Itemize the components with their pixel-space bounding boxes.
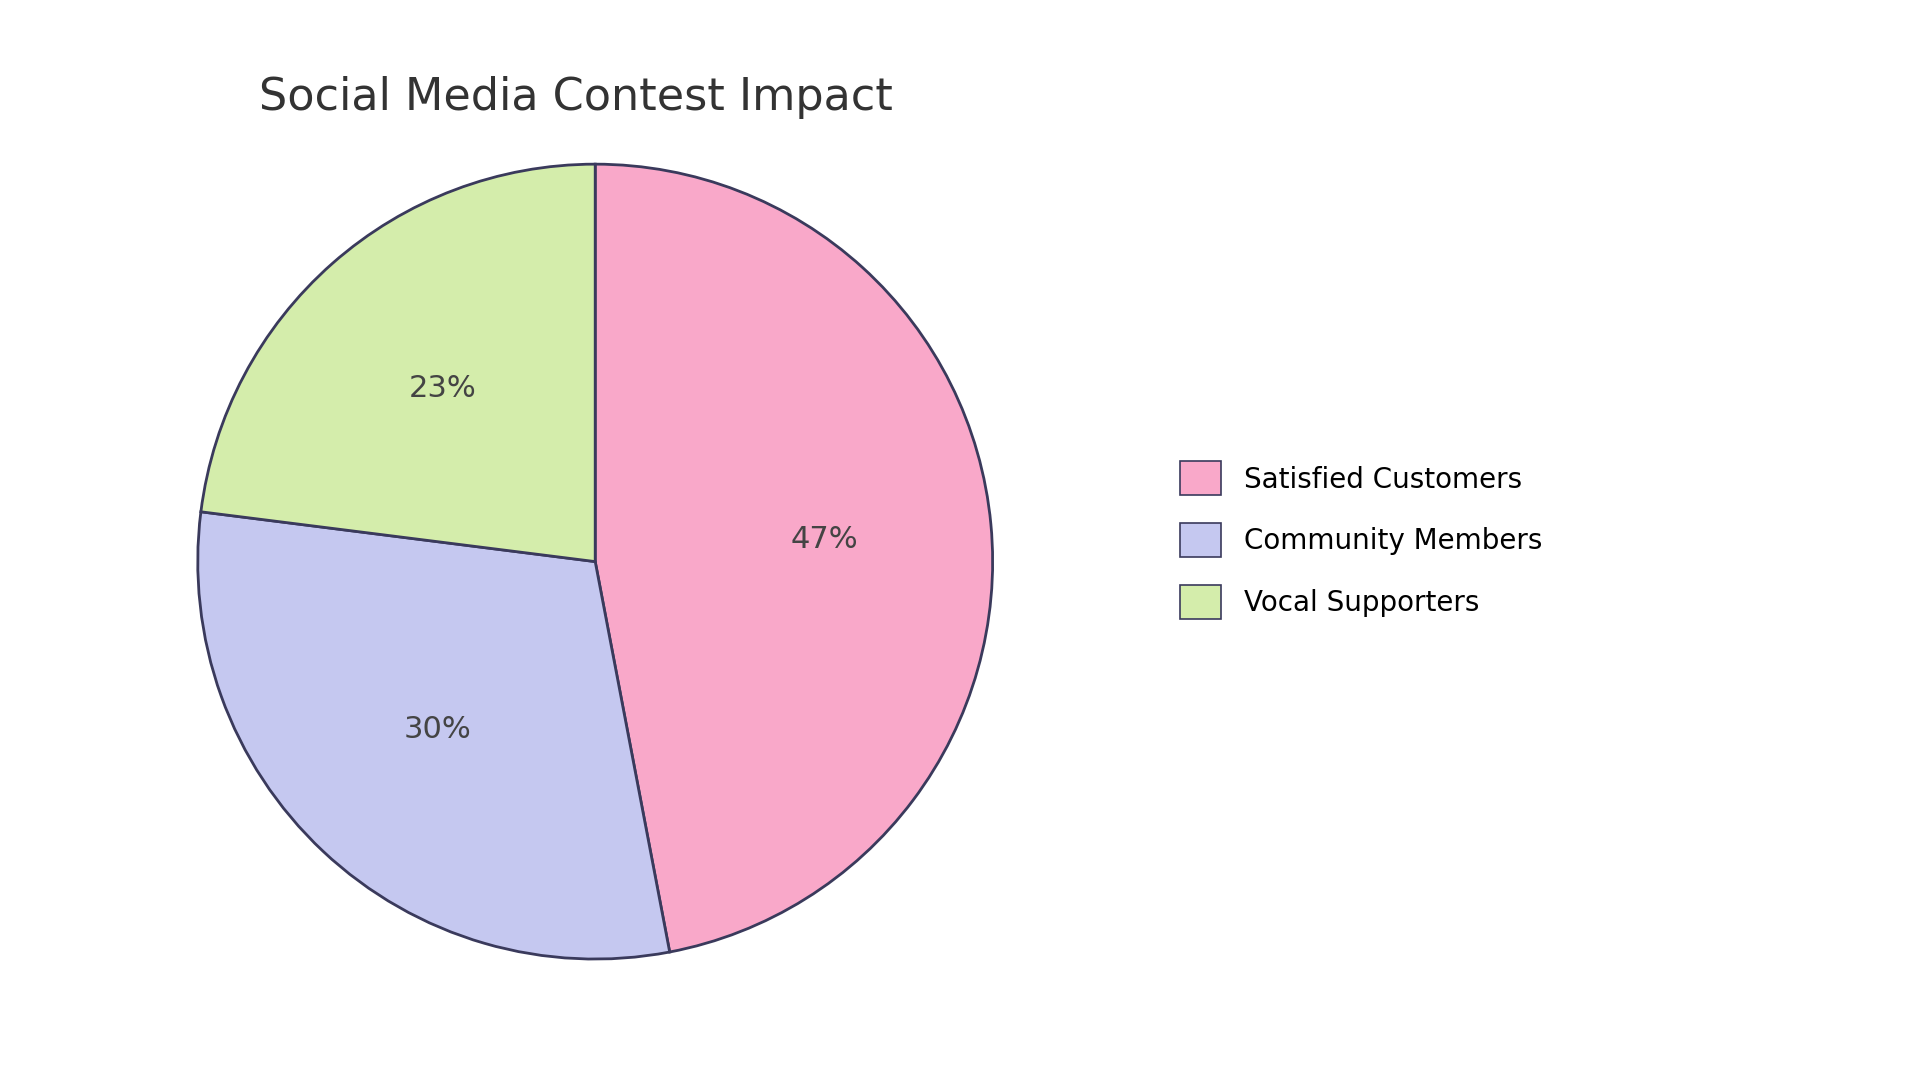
Wedge shape bbox=[202, 164, 595, 562]
Text: 47%: 47% bbox=[791, 525, 858, 554]
Text: Social Media Contest Impact: Social Media Contest Impact bbox=[259, 76, 893, 119]
Text: 23%: 23% bbox=[409, 374, 476, 403]
Legend: Satisfied Customers, Community Members, Vocal Supporters: Satisfied Customers, Community Members, … bbox=[1165, 447, 1555, 633]
Wedge shape bbox=[198, 512, 670, 959]
Text: 30%: 30% bbox=[403, 715, 470, 744]
Wedge shape bbox=[595, 164, 993, 951]
